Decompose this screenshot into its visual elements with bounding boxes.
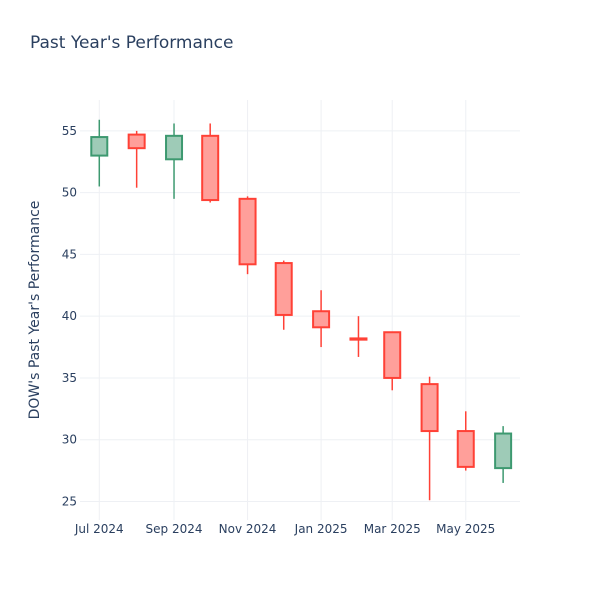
y-tick-label: 25 — [62, 494, 77, 508]
x-tick-label: Sep 2024 — [146, 522, 203, 536]
candle — [90, 119, 109, 187]
y-tick-label: 40 — [62, 309, 77, 323]
y-tick-label: 30 — [62, 433, 77, 447]
candle-body — [165, 134, 184, 161]
x-tick-label: Nov 2024 — [219, 522, 277, 536]
candle-body — [420, 383, 439, 433]
x-tick-label: Mar 2025 — [364, 522, 421, 536]
candle — [165, 123, 184, 199]
x-tick-label: Jan 2025 — [294, 522, 348, 536]
candle — [456, 411, 475, 471]
y-tick-label: 50 — [62, 186, 77, 200]
y-tick-label: 45 — [62, 247, 77, 261]
y-tick-label: 35 — [62, 371, 77, 385]
candle — [383, 331, 402, 391]
candle-body — [201, 134, 220, 202]
candle — [420, 376, 439, 501]
chart-title: Past Year's Performance — [30, 33, 234, 53]
candle-body — [127, 133, 146, 150]
candle — [201, 123, 220, 203]
candle-body — [383, 331, 402, 379]
candle — [238, 196, 257, 275]
candle-body — [312, 310, 331, 329]
x-tick-label: Jul 2024 — [74, 522, 124, 536]
y-tick-labels: 25 30 35 40 45 50 55 — [62, 124, 77, 509]
candle-body — [494, 432, 513, 470]
candle — [494, 426, 513, 483]
candle-body — [349, 337, 368, 341]
candles — [90, 119, 513, 501]
x-tick-label: May 2025 — [436, 522, 495, 536]
candle — [312, 290, 331, 348]
x-tick-labels: Jul 2024 Sep 2024 Nov 2024 Jan 2025 Mar 2025… — [74, 522, 495, 536]
candle — [127, 130, 146, 188]
y-tick-label: 55 — [62, 124, 77, 138]
candle-body — [238, 197, 257, 266]
candle-body — [274, 262, 293, 316]
candle-body — [456, 430, 475, 468]
candle-body — [90, 136, 109, 157]
candle — [349, 316, 368, 357]
candle — [274, 260, 293, 330]
gridlines — [80, 100, 520, 520]
